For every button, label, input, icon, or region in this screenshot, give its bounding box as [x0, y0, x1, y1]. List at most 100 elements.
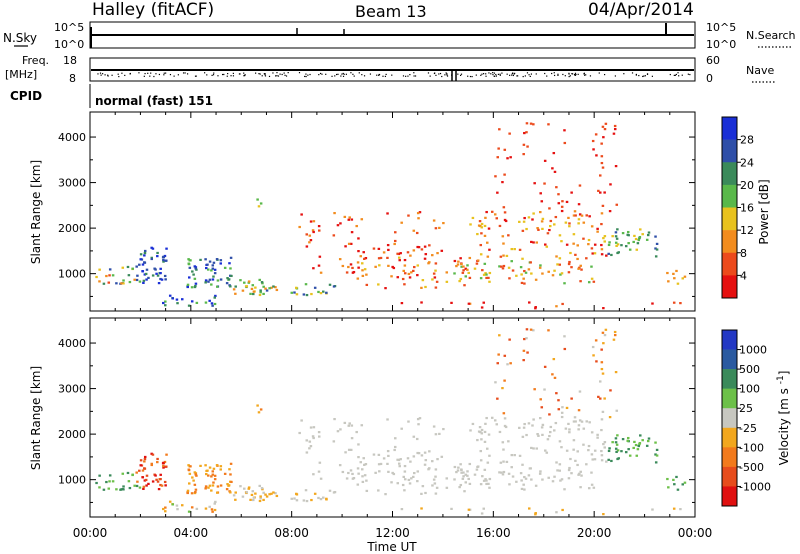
backscatter-cell	[138, 486, 142, 489]
backscatter-cell	[540, 406, 544, 409]
backscatter-cell	[227, 278, 231, 281]
backscatter-cell	[485, 482, 488, 486]
backscatter-cell	[471, 216, 475, 220]
backscatter-cell	[204, 464, 207, 467]
backscatter-cell	[229, 491, 232, 494]
backscatter-cell	[163, 274, 167, 278]
nave-dot	[689, 73, 691, 76]
nave-dot	[226, 75, 228, 77]
backscatter-cell	[483, 468, 487, 471]
backscatter-cell	[476, 259, 480, 262]
backscatter-cell	[194, 267, 197, 270]
backscatter-cell	[635, 454, 639, 457]
backscatter-cell	[384, 287, 387, 290]
nave-dot	[438, 73, 440, 75]
backscatter-cell	[541, 433, 544, 436]
nave-dot	[557, 74, 559, 76]
backscatter-cell	[387, 248, 390, 252]
backscatter-cell	[161, 256, 165, 259]
backscatter-cell	[195, 507, 199, 511]
backscatter-cell	[259, 408, 263, 411]
backscatter-cell	[522, 349, 526, 352]
nave-dot	[488, 72, 490, 74]
backscatter-cell	[377, 247, 381, 250]
nave-dot	[546, 75, 548, 77]
backscatter-cell	[139, 459, 143, 462]
backscatter-cell	[560, 446, 563, 449]
backscatter-cell	[293, 291, 296, 294]
backscatter-cell	[361, 475, 364, 478]
backscatter-cell	[409, 254, 412, 257]
backscatter-cell	[143, 455, 147, 459]
backscatter-cell	[186, 489, 190, 492]
backscatter-cell	[264, 493, 267, 496]
backscatter-cell	[194, 488, 198, 491]
backscatter-cell	[318, 255, 322, 258]
backscatter-cell	[150, 462, 153, 465]
backscatter-cell	[480, 438, 483, 441]
backscatter-cell	[312, 267, 315, 270]
backscatter-cell	[194, 473, 197, 476]
backscatter-cell	[620, 450, 623, 453]
backscatter-cell	[466, 268, 469, 271]
backscatter-cell	[518, 248, 522, 251]
backscatter-cell	[147, 482, 150, 486]
backscatter-cell	[135, 278, 139, 282]
backscatter-cell	[563, 129, 566, 132]
backscatter-cell	[213, 272, 217, 275]
backscatter-cell	[162, 301, 165, 305]
backscatter-cell	[645, 444, 649, 447]
backscatter-cell	[608, 416, 612, 419]
power-colorbar-tick-label: 24	[740, 156, 754, 169]
backscatter-cell	[616, 434, 619, 437]
backscatter-cell	[602, 136, 605, 139]
backscatter-cell	[601, 125, 605, 128]
backscatter-cell	[532, 418, 535, 421]
velocity-colorbar-tick-label: -25	[739, 422, 757, 435]
backscatter-cell	[560, 240, 563, 243]
velocity-colorbar-tick-label: 1000	[739, 344, 767, 357]
backscatter-cell	[105, 480, 108, 484]
backscatter-cell	[654, 235, 657, 238]
backscatter-cell	[646, 233, 650, 237]
nave-dot	[334, 75, 336, 77]
backscatter-cell	[560, 478, 564, 481]
backscatter-cell	[420, 301, 423, 304]
nave-dot	[97, 73, 99, 75]
backscatter-cell	[553, 376, 557, 379]
backscatter-cell	[318, 435, 321, 438]
backscatter-cell	[613, 124, 617, 128]
backscatter-cell	[518, 426, 521, 429]
backscatter-cell	[563, 347, 567, 351]
backscatter-cell	[477, 224, 481, 227]
backscatter-cell	[206, 268, 210, 271]
backscatter-cell	[416, 418, 420, 421]
backscatter-cell	[555, 511, 558, 514]
backscatter-cell	[108, 268, 112, 271]
backscatter-cell	[98, 268, 101, 271]
backscatter-cell	[651, 302, 654, 305]
backscatter-cell	[413, 265, 416, 269]
nave-dot	[638, 74, 640, 77]
backscatter-cell	[377, 257, 381, 260]
backscatter-cell	[473, 267, 477, 270]
backscatter-cell	[360, 468, 364, 471]
backscatter-cell	[151, 453, 155, 456]
backscatter-cell	[534, 306, 537, 309]
nave-dot	[530, 73, 532, 75]
backscatter-cell	[553, 475, 556, 478]
nave-dot	[490, 73, 492, 75]
backscatter-cell	[433, 276, 437, 279]
backscatter-cell	[257, 411, 261, 414]
power-colorbar-tick-label: 4	[740, 269, 747, 282]
cpid-mode: normal (fast) 151	[95, 94, 213, 108]
nave-dot	[169, 73, 172, 76]
backscatter-cell	[164, 506, 167, 509]
backscatter-cell	[597, 395, 600, 398]
backscatter-cell	[143, 479, 147, 482]
backscatter-cell	[462, 269, 465, 272]
backscatter-cell	[216, 279, 220, 282]
backscatter-cell	[332, 285, 336, 288]
